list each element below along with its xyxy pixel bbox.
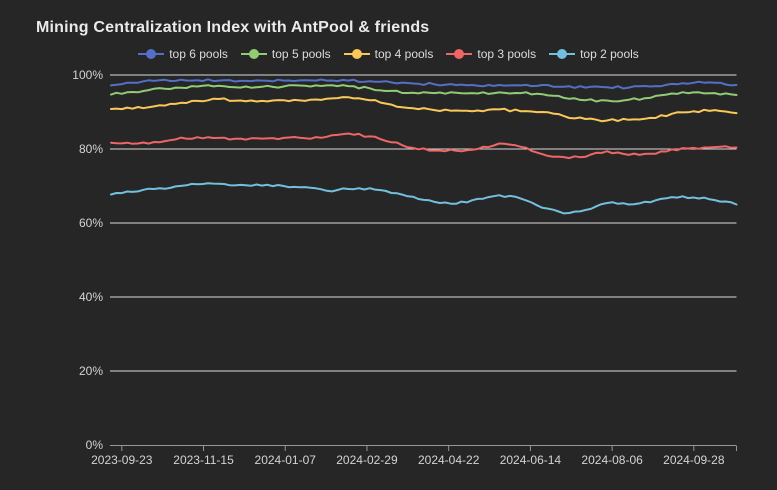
line-top-5-pools: [110, 84, 738, 103]
x-axis-label: 2024-02-29: [336, 453, 398, 467]
line-top-4-pools: [110, 96, 738, 123]
y-axis-label: 20%: [79, 364, 103, 378]
legend-marker-icon: [343, 49, 370, 59]
legend: top 6 pools top 5 pools top 4 pools top 3 p…: [0, 48, 777, 60]
legend-item-top-2-pools[interactable]: top 2 pools: [549, 48, 639, 60]
y-axis-label: 100%: [72, 68, 103, 82]
chart-title: Mining Centralization Index with AntPool…: [36, 19, 430, 36]
line-top-6-pools: [110, 78, 738, 90]
y-axis-label: 0%: [86, 438, 104, 452]
legend-item-label: top 2 pools: [580, 47, 639, 61]
line-top-3-pools: [110, 132, 738, 160]
x-axis-label: 2024-04-22: [418, 453, 480, 467]
legend-item-top-5-pools[interactable]: top 5 pools: [240, 47, 331, 61]
legend-marker-icon: [446, 49, 473, 59]
y-axis-label: 80%: [79, 142, 103, 156]
x-axis-label: 2023-09-23: [91, 453, 153, 467]
y-axis-label: 60%: [79, 216, 103, 230]
x-axis-label: 2024-08-06: [581, 453, 643, 467]
legend-item-label: top 4 pools: [374, 47, 434, 61]
legend-marker-icon: [240, 49, 267, 59]
legend-item-top-4-pools[interactable]: top 4 pools: [343, 47, 434, 61]
line-top-2-pools: [110, 182, 738, 215]
legend-item-top-6-pools[interactable]: top 6 pools: [138, 48, 228, 60]
legend-item-label: top 3 pools: [477, 47, 537, 61]
legend-marker-icon: [549, 49, 576, 59]
legend-item-label: top 6 pools: [169, 47, 228, 61]
legend-item-label: top 5 pools: [271, 47, 331, 61]
x-axis-label: 2023-11-15: [173, 453, 234, 467]
x-axis-label: 2024-06-14: [500, 453, 562, 467]
y-axis-label: 40%: [79, 290, 103, 304]
x-axis-label: 2024-01-07: [255, 453, 317, 467]
x-axis-label: 2024-09-28: [663, 453, 725, 467]
legend-marker-icon: [138, 49, 165, 59]
legend-item-top-3-pools[interactable]: top 3 pools: [446, 48, 536, 60]
